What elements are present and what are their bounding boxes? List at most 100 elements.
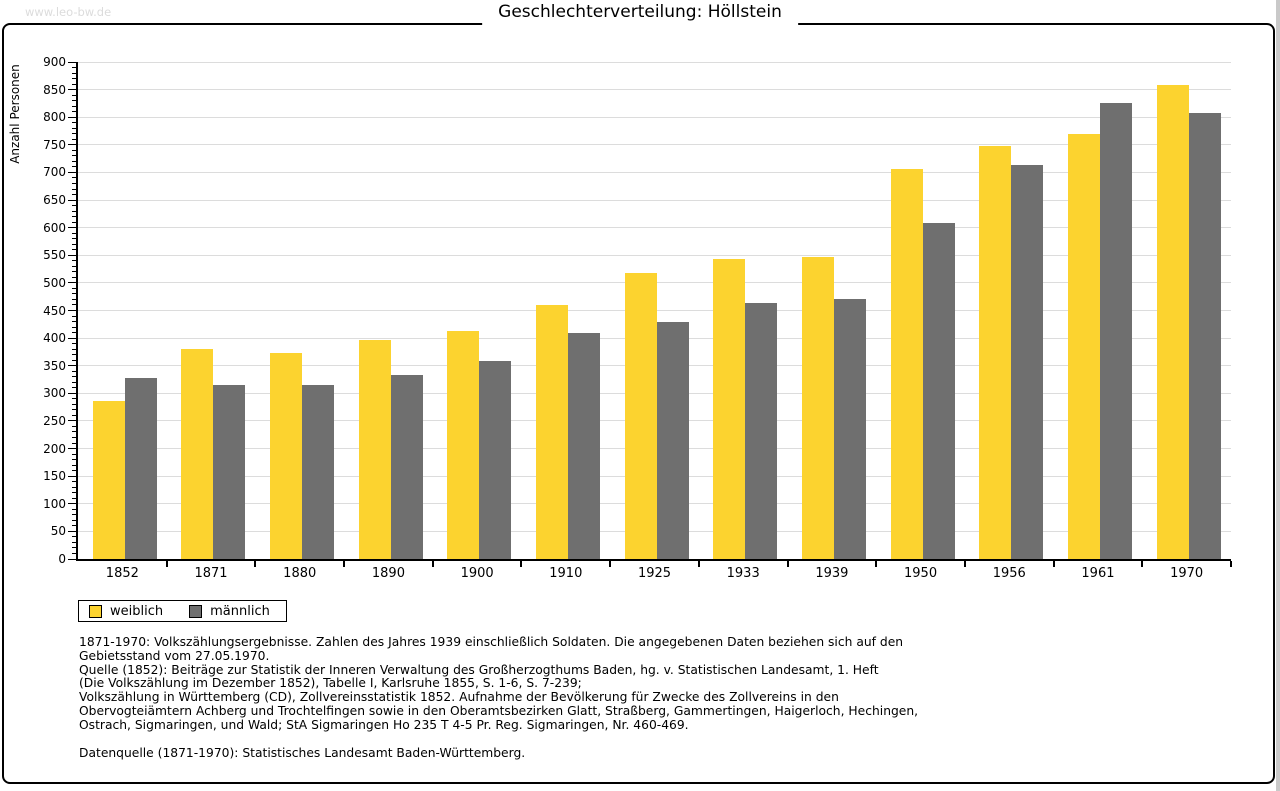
y-tick-minor xyxy=(72,387,76,389)
x-tick-label: 1961 xyxy=(1081,566,1115,581)
y-tick-minor xyxy=(72,166,76,168)
y-tick-minor xyxy=(72,133,76,135)
bar-männlich-1890 xyxy=(390,375,423,559)
x-tick xyxy=(1052,561,1055,567)
y-tick-minor xyxy=(72,370,76,372)
gridline-800 xyxy=(78,116,1231,118)
y-tick-label: 0 xyxy=(58,552,66,566)
y-tick-minor xyxy=(72,354,76,356)
x-tick xyxy=(1230,561,1232,567)
y-tick-minor xyxy=(72,332,76,334)
bar-männlich-1933 xyxy=(745,303,778,559)
x-tick xyxy=(343,561,346,567)
y-tick-label: 200 xyxy=(43,441,66,456)
y-tick-minor xyxy=(72,78,76,80)
y-tick-major xyxy=(68,227,76,229)
bar-weiblich-1890 xyxy=(358,340,391,559)
footnote-line: Gebietsstand vom 27.05.1970. xyxy=(79,648,270,663)
bar-weiblich-1933 xyxy=(713,259,746,559)
y-tick-minor xyxy=(72,497,76,499)
bar-weiblich-1956 xyxy=(979,145,1012,559)
y-tick-minor xyxy=(72,260,76,262)
x-tick-label: 1939 xyxy=(815,566,849,581)
x-tick-label: 1970 xyxy=(1170,566,1204,581)
y-tick-minor xyxy=(72,216,76,218)
window-edge xyxy=(1276,0,1280,791)
y-tick-label: 250 xyxy=(43,413,66,428)
y-axis-line xyxy=(76,62,78,561)
y-tick-minor xyxy=(72,194,76,196)
y-tick-minor xyxy=(72,188,76,190)
bar-männlich-1910 xyxy=(567,333,600,559)
bar-männlich-1880 xyxy=(301,385,334,559)
bar-weiblich-1925 xyxy=(624,272,657,559)
y-tick-minor xyxy=(72,525,76,527)
y-tick-minor xyxy=(72,547,76,549)
bar-männlich-1956 xyxy=(1011,165,1044,559)
y-tick-major xyxy=(68,558,76,560)
y-tick-minor xyxy=(72,486,76,488)
y-tick-label: 700 xyxy=(43,165,66,180)
y-tick-minor xyxy=(72,72,76,74)
y-tick-major xyxy=(68,199,76,201)
y-tick-major xyxy=(68,310,76,311)
y-tick-label: 50 xyxy=(50,524,66,539)
y-tick-minor xyxy=(72,304,76,306)
y-tick-minor xyxy=(72,459,76,461)
y-tick-minor xyxy=(72,105,76,107)
legend-swatch-maennlich xyxy=(189,604,203,618)
y-tick-label: 500 xyxy=(43,275,66,290)
y-tick-minor xyxy=(72,514,76,516)
y-tick-major xyxy=(68,254,76,256)
y-tick-minor xyxy=(72,315,76,317)
footnote-line: (Die Volkszählung im Dezember 1852), Tab… xyxy=(79,676,582,691)
bar-weiblich-1950 xyxy=(890,169,923,559)
y-tick-label: 350 xyxy=(43,358,66,373)
y-tick-minor xyxy=(72,492,76,494)
footnote-line: Quelle (1852): Beiträge zur Statistik de… xyxy=(79,662,879,677)
bar-männlich-1961 xyxy=(1100,102,1133,559)
y-tick-minor xyxy=(72,221,76,223)
y-tick-minor xyxy=(72,293,76,295)
y-tick-minor xyxy=(72,94,76,96)
y-tick-minor xyxy=(72,425,76,427)
x-tick-label: 1910 xyxy=(549,566,583,581)
y-tick-minor xyxy=(72,519,76,521)
y-tick-minor xyxy=(72,155,76,157)
x-tick xyxy=(786,561,789,567)
y-tick-minor xyxy=(72,122,76,124)
y-tick-minor xyxy=(72,271,76,273)
gridline-750 xyxy=(78,144,1231,146)
x-tick-label: 1852 xyxy=(105,566,139,581)
y-tick-minor xyxy=(72,210,76,212)
y-tick-major xyxy=(68,420,76,422)
bar-männlich-1900 xyxy=(479,360,512,559)
x-tick-label: 1956 xyxy=(992,566,1026,581)
datasource-line: Datenquelle (1871-1970): Statistisches L… xyxy=(79,745,526,760)
y-tick-minor xyxy=(72,470,76,472)
chart-title: Geschlechterverteilung: Höllstein xyxy=(482,2,798,30)
gridline-600 xyxy=(78,227,1231,229)
y-tick-major xyxy=(68,282,76,284)
footnote-line: Obervogteiämtern Achberg und Trochtelfin… xyxy=(79,703,919,718)
y-tick-minor xyxy=(72,409,76,411)
watermark: www.leo-bw.de xyxy=(25,5,112,19)
y-tick-major xyxy=(68,392,76,394)
y-tick-label: 900 xyxy=(43,55,66,69)
y-tick-major xyxy=(68,89,76,91)
footnote-lines: 1871-1970: Volkszählungsergebnisse. Zahl… xyxy=(79,635,919,733)
y-tick-major xyxy=(68,171,76,173)
bar-weiblich-1970 xyxy=(1156,85,1189,559)
y-tick-minor xyxy=(72,265,76,267)
bar-männlich-1970 xyxy=(1188,112,1221,559)
y-tick-minor xyxy=(72,437,76,438)
bar-weiblich-1939 xyxy=(802,256,835,559)
legend: weiblich männlich xyxy=(78,600,287,622)
y-tick-minor xyxy=(72,83,76,85)
x-tick-label: 1880 xyxy=(283,566,317,581)
x-axis-line xyxy=(76,559,1231,561)
y-tick-label: 650 xyxy=(43,193,66,208)
y-tick-major xyxy=(68,144,76,146)
y-tick-minor xyxy=(72,376,76,378)
